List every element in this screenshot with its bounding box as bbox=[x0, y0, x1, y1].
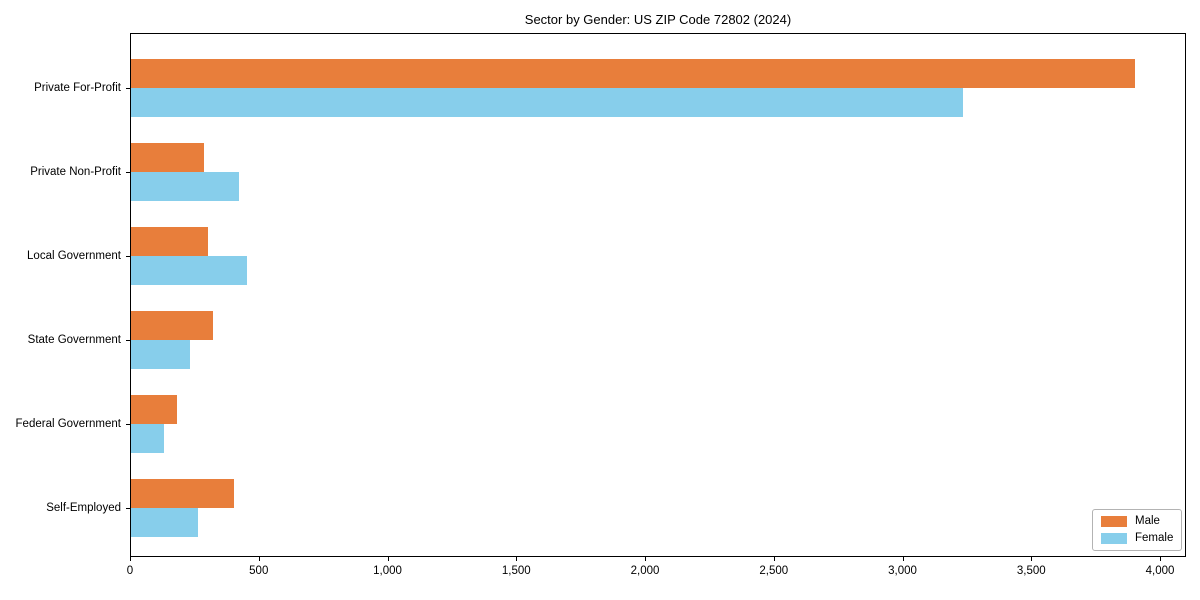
x-axis-tick bbox=[645, 557, 646, 561]
y-axis-tick bbox=[126, 508, 130, 509]
bar-female-1 bbox=[131, 172, 240, 201]
y-axis-label: State Government bbox=[27, 334, 121, 346]
x-axis-tick bbox=[1160, 557, 1161, 561]
x-axis-tick bbox=[258, 557, 260, 561]
x-axis-tick bbox=[387, 557, 389, 561]
x-axis-tick bbox=[902, 557, 904, 561]
bar-male-2 bbox=[131, 227, 209, 256]
y-axis-tick bbox=[126, 340, 130, 341]
legend-row-female: Female bbox=[1101, 532, 1173, 545]
x-axis-label: 1,500 bbox=[501, 565, 531, 577]
bar-female-4 bbox=[131, 424, 165, 453]
y-axis-label: Federal Government bbox=[15, 418, 121, 430]
bar-female-2 bbox=[131, 256, 247, 285]
y-axis-tick bbox=[126, 172, 130, 173]
x-axis-label: 0 bbox=[126, 565, 134, 577]
x-axis-label: 2,500 bbox=[759, 565, 789, 577]
x-axis-tick bbox=[1031, 557, 1033, 561]
legend-swatch-male bbox=[1101, 516, 1127, 527]
x-axis-label: 3,500 bbox=[1016, 565, 1046, 577]
bar-female-5 bbox=[131, 508, 198, 537]
x-axis-tick bbox=[773, 557, 775, 561]
y-axis-label: Private Non-Profit bbox=[30, 166, 121, 178]
y-axis-label: Private For-Profit bbox=[34, 82, 121, 94]
x-axis-label: 3,000 bbox=[888, 565, 917, 577]
bar-male-4 bbox=[131, 395, 178, 424]
bar-female-3 bbox=[131, 340, 191, 369]
legend: Male Female bbox=[1092, 509, 1183, 551]
y-axis-tick bbox=[126, 424, 130, 425]
x-axis-label: 4,000 bbox=[1145, 565, 1175, 577]
y-axis-label: Self-Employed bbox=[46, 502, 121, 514]
x-axis-label: 500 bbox=[249, 565, 269, 577]
legend-row-male: Male bbox=[1101, 515, 1173, 528]
legend-label: Male bbox=[1135, 515, 1160, 527]
legend-swatch-female bbox=[1101, 533, 1127, 544]
bar-male-1 bbox=[131, 143, 205, 172]
legend-label: Female bbox=[1135, 532, 1174, 544]
x-axis-tick bbox=[516, 557, 518, 561]
x-axis-label: 2,000 bbox=[630, 565, 660, 577]
bar-female-0 bbox=[131, 88, 963, 117]
bar-male-0 bbox=[131, 59, 1136, 88]
y-axis-tick bbox=[126, 256, 130, 257]
chart-title: Sector by Gender: US ZIP Code 72802 (202… bbox=[524, 12, 792, 27]
bar-male-3 bbox=[131, 311, 214, 340]
x-axis-tick bbox=[130, 557, 131, 561]
plot-area bbox=[130, 33, 1186, 557]
y-axis-tick bbox=[126, 88, 130, 89]
x-axis-label: 1,000 bbox=[373, 565, 402, 577]
y-axis-label: Local Government bbox=[27, 250, 121, 262]
bar-male-5 bbox=[131, 479, 234, 508]
